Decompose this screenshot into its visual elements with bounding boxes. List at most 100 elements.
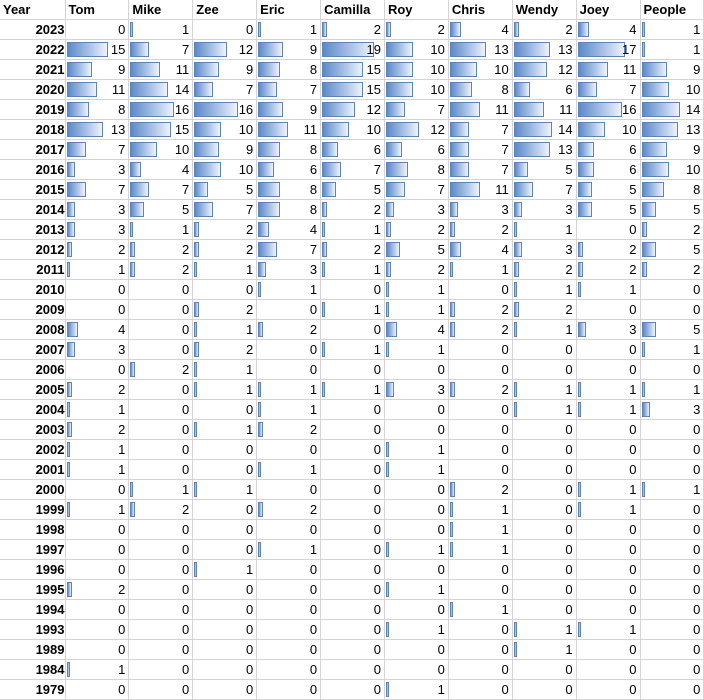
value-cell-tom[interactable]: 0 [65, 479, 130, 500]
value-cell-mike[interactable]: 2 [128, 239, 194, 260]
value-cell-joey[interactable]: 10 [576, 119, 641, 140]
year-cell[interactable]: 1995 [0, 579, 66, 600]
column-header-chris[interactable]: Chris [448, 0, 513, 20]
value-cell-tom[interactable]: 13 [65, 119, 130, 140]
value-cell-joey[interactable]: 0 [576, 459, 641, 480]
value-cell-people[interactable]: 1 [640, 479, 704, 500]
value-cell-mike[interactable]: 0 [128, 579, 194, 600]
value-cell-eric[interactable]: 0 [256, 619, 322, 640]
value-cell-eric[interactable]: 0 [256, 479, 322, 500]
value-cell-mike[interactable]: 1 [128, 219, 194, 240]
value-cell-camilla[interactable]: 10 [320, 119, 385, 140]
value-cell-people[interactable]: 0 [640, 459, 704, 480]
value-cell-roy[interactable]: 1 [384, 539, 449, 560]
value-cell-mike[interactable]: 0 [128, 539, 194, 560]
year-cell[interactable]: 1989 [0, 639, 66, 660]
year-cell[interactable]: 1993 [0, 619, 66, 640]
value-cell-tom[interactable]: 1 [65, 459, 130, 480]
value-cell-tom[interactable]: 1 [65, 399, 130, 420]
year-cell[interactable]: 1996 [0, 559, 66, 580]
value-cell-tom[interactable]: 9 [65, 59, 130, 80]
value-cell-eric[interactable]: 1 [256, 19, 322, 40]
value-cell-eric[interactable]: 0 [256, 659, 322, 680]
value-cell-eric[interactable]: 2 [256, 319, 322, 340]
value-cell-camilla[interactable]: 0 [320, 539, 385, 560]
value-cell-eric[interactable]: 9 [256, 39, 322, 60]
value-cell-wendy[interactable]: 0 [512, 519, 577, 540]
value-cell-joey[interactable]: 5 [576, 179, 641, 200]
value-cell-roy[interactable]: 0 [384, 499, 449, 520]
value-cell-eric[interactable]: 4 [256, 219, 322, 240]
value-cell-zee[interactable]: 0 [192, 539, 258, 560]
value-cell-people[interactable]: 0 [640, 499, 704, 520]
value-cell-chris[interactable]: 0 [448, 439, 513, 460]
value-cell-people[interactable]: 0 [640, 559, 704, 580]
value-cell-wendy[interactable]: 0 [512, 479, 577, 500]
year-cell[interactable]: 2004 [0, 399, 66, 420]
value-cell-people[interactable]: 14 [640, 99, 704, 120]
value-cell-chris[interactable]: 3 [448, 199, 513, 220]
value-cell-eric[interactable]: 1 [256, 399, 322, 420]
value-cell-eric[interactable]: 8 [256, 199, 322, 220]
value-cell-mike[interactable]: 2 [128, 359, 194, 380]
value-cell-camilla[interactable]: 0 [320, 619, 385, 640]
year-cell[interactable]: 1999 [0, 499, 66, 520]
value-cell-tom[interactable]: 0 [65, 19, 130, 40]
value-cell-roy[interactable]: 0 [384, 519, 449, 540]
year-cell[interactable]: 2007 [0, 339, 66, 360]
value-cell-tom[interactable]: 1 [65, 439, 130, 460]
value-cell-eric[interactable]: 1 [256, 379, 322, 400]
value-cell-camilla[interactable]: 1 [320, 259, 385, 280]
year-cell[interactable]: 2010 [0, 279, 66, 300]
value-cell-people[interactable]: 5 [640, 319, 704, 340]
value-cell-chris[interactable]: 1 [448, 599, 513, 620]
column-header-wendy[interactable]: Wendy [512, 0, 577, 20]
value-cell-zee[interactable]: 1 [192, 379, 258, 400]
value-cell-zee[interactable]: 1 [192, 319, 258, 340]
year-cell[interactable]: 2016 [0, 159, 66, 180]
value-cell-joey[interactable]: 6 [576, 159, 641, 180]
value-cell-mike[interactable]: 0 [128, 659, 194, 680]
value-cell-joey[interactable]: 5 [576, 199, 641, 220]
value-cell-roy[interactable]: 6 [384, 139, 449, 160]
value-cell-mike[interactable]: 0 [128, 279, 194, 300]
value-cell-wendy[interactable]: 0 [512, 599, 577, 620]
value-cell-zee[interactable]: 1 [192, 259, 258, 280]
value-cell-mike[interactable]: 7 [128, 39, 194, 60]
year-cell[interactable]: 2015 [0, 179, 66, 200]
value-cell-zee[interactable]: 0 [192, 639, 258, 660]
value-cell-eric[interactable]: 0 [256, 599, 322, 620]
value-cell-eric[interactable]: 7 [256, 239, 322, 260]
value-cell-zee[interactable]: 0 [192, 579, 258, 600]
value-cell-joey[interactable]: 0 [576, 579, 641, 600]
value-cell-zee[interactable]: 0 [192, 439, 258, 460]
value-cell-zee[interactable]: 2 [192, 339, 258, 360]
year-cell[interactable]: 2019 [0, 99, 66, 120]
value-cell-chris[interactable]: 0 [448, 559, 513, 580]
value-cell-wendy[interactable]: 2 [512, 299, 577, 320]
value-cell-joey[interactable]: 0 [576, 519, 641, 540]
value-cell-people[interactable]: 13 [640, 119, 704, 140]
value-cell-people[interactable]: 0 [640, 419, 704, 440]
value-cell-wendy[interactable]: 13 [512, 139, 577, 160]
value-cell-zee[interactable]: 16 [192, 99, 258, 120]
value-cell-eric[interactable]: 8 [256, 139, 322, 160]
value-cell-people[interactable]: 0 [640, 299, 704, 320]
value-cell-joey[interactable]: 1 [576, 499, 641, 520]
value-cell-joey[interactable]: 0 [576, 219, 641, 240]
year-cell[interactable]: 2012 [0, 239, 66, 260]
value-cell-mike[interactable]: 16 [128, 99, 194, 120]
value-cell-joey[interactable]: 7 [576, 79, 641, 100]
value-cell-zee[interactable]: 0 [192, 459, 258, 480]
value-cell-mike[interactable]: 10 [128, 139, 194, 160]
value-cell-eric[interactable]: 11 [256, 119, 322, 140]
value-cell-wendy[interactable]: 12 [512, 59, 577, 80]
value-cell-wendy[interactable]: 6 [512, 79, 577, 100]
value-cell-wendy[interactable]: 0 [512, 439, 577, 460]
value-cell-chris[interactable]: 1 [448, 539, 513, 560]
column-header-mike[interactable]: Mike [128, 0, 194, 20]
value-cell-joey[interactable]: 0 [576, 419, 641, 440]
year-cell[interactable]: 2013 [0, 219, 66, 240]
value-cell-eric[interactable]: 2 [256, 499, 322, 520]
value-cell-mike[interactable]: 0 [128, 419, 194, 440]
